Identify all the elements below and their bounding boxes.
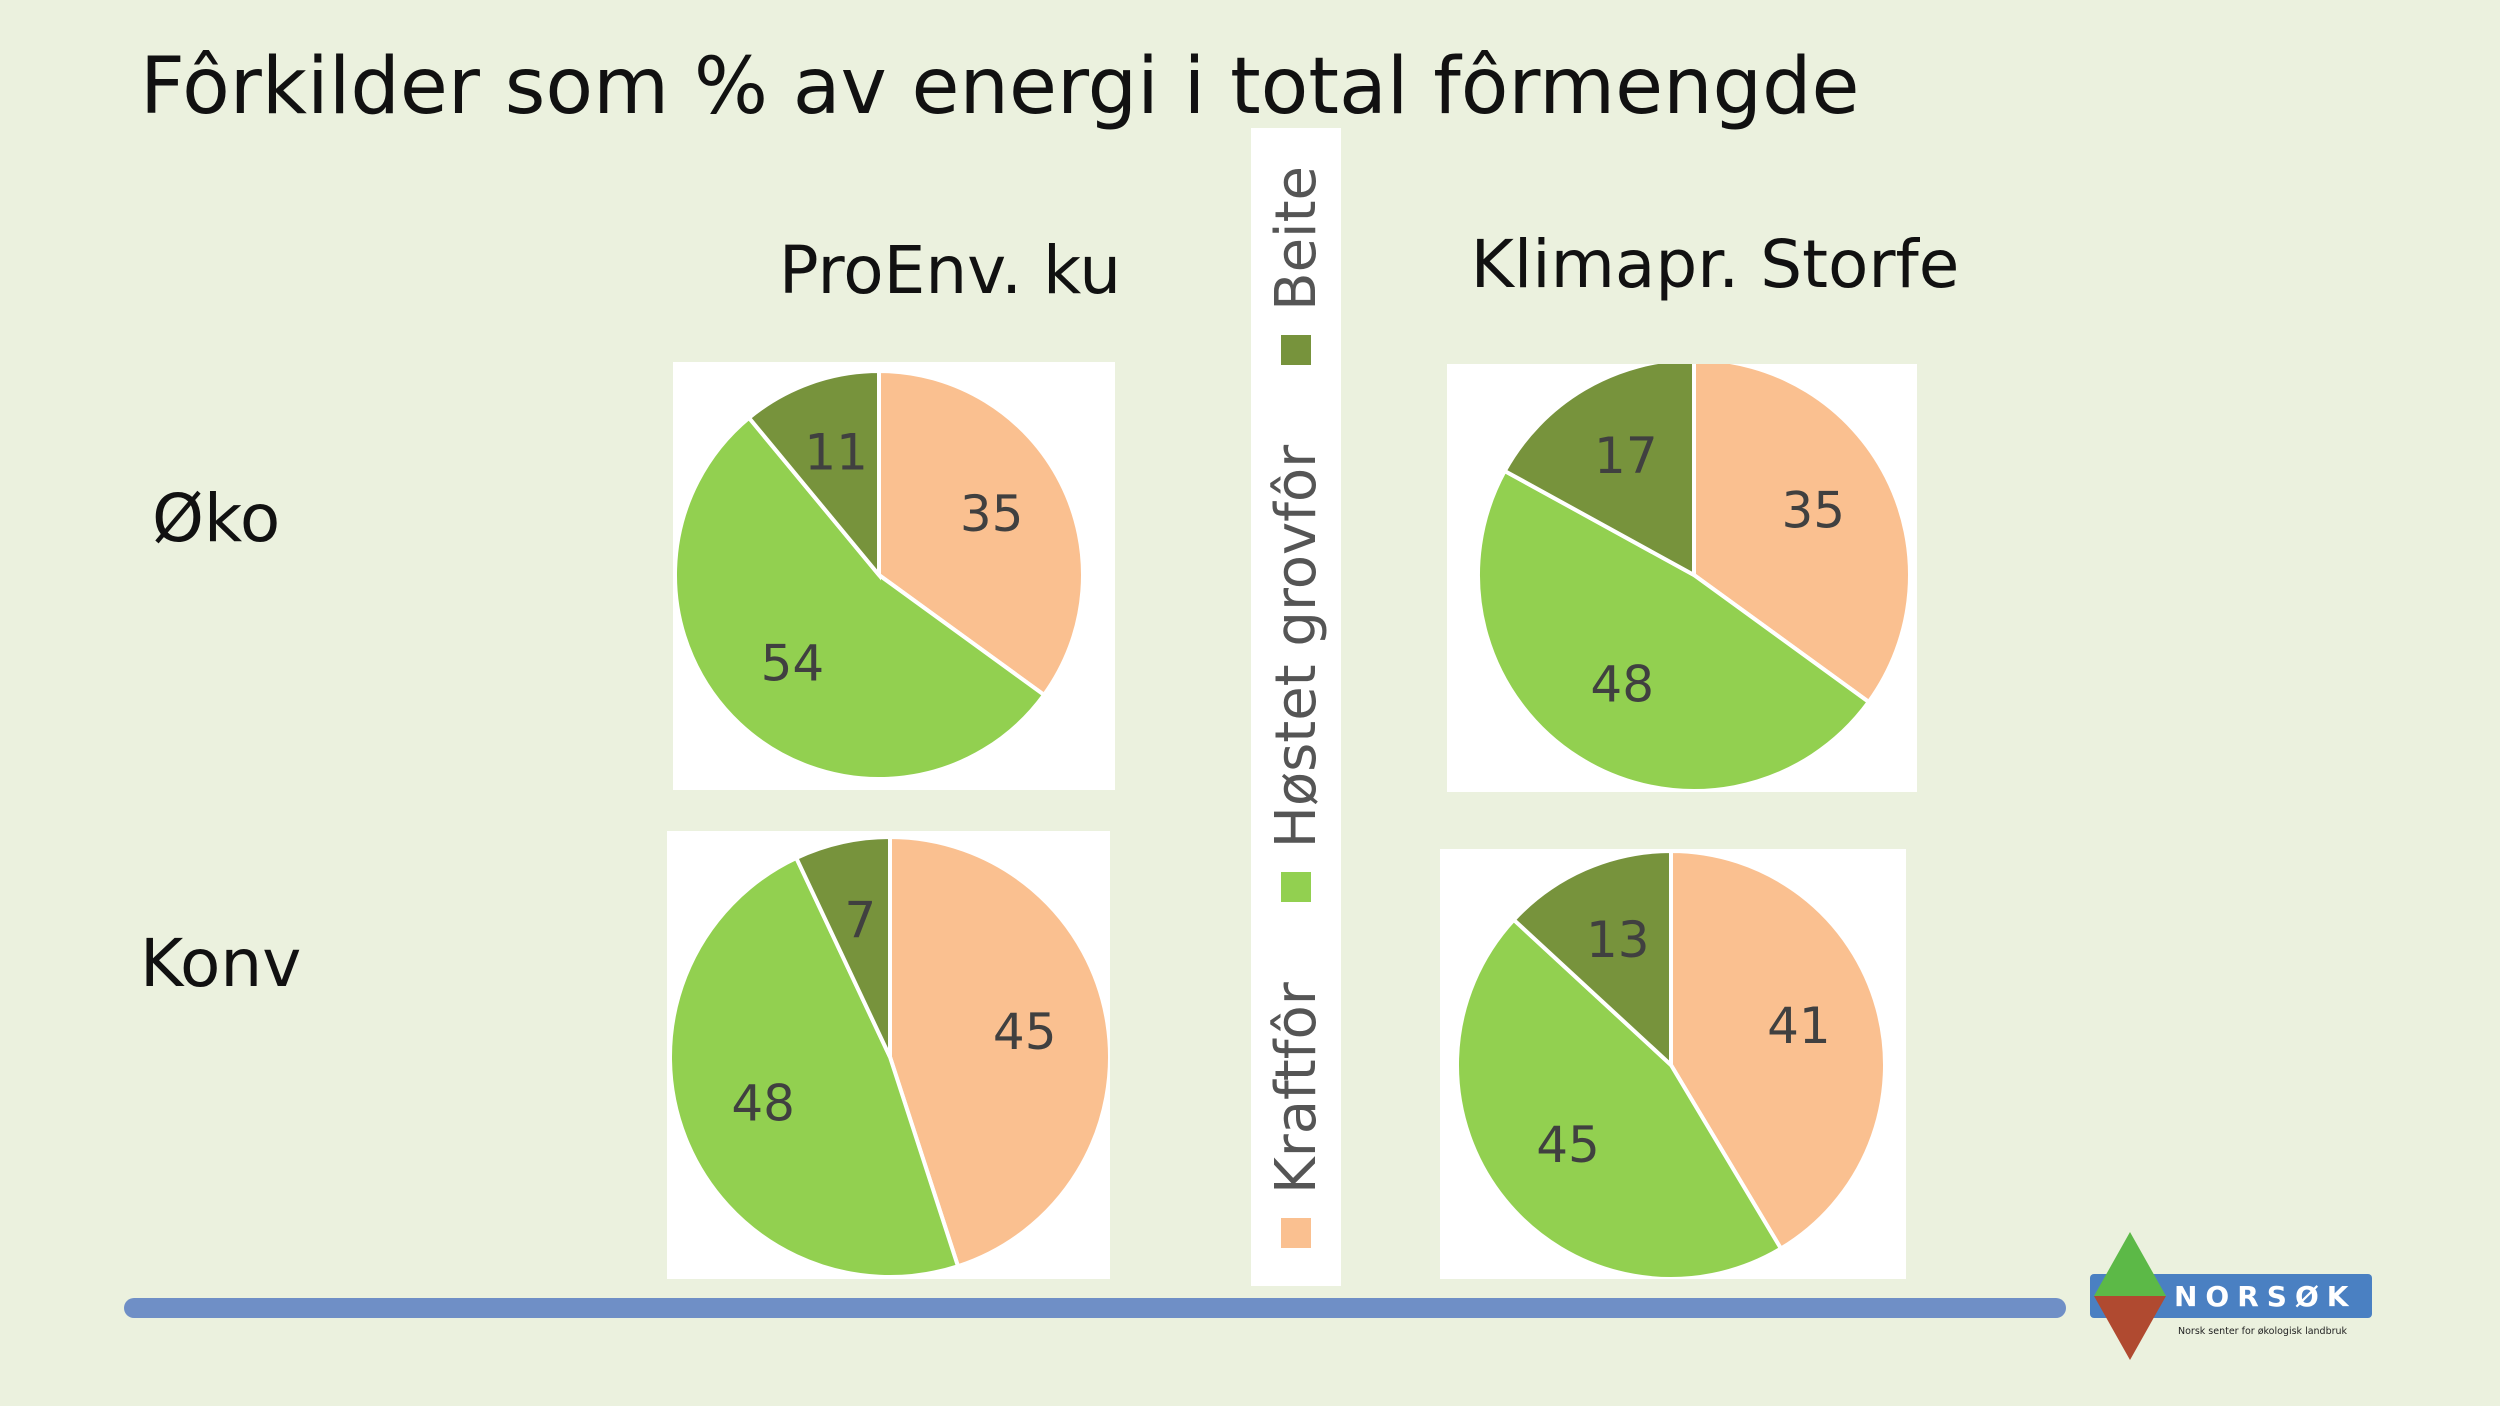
pie-slice: [793, 834, 892, 1058]
pie-svg: 41 45 13: [1455, 849, 1887, 1279]
legend-swatch: [1281, 872, 1311, 903]
pie-svg: 45 48 7: [668, 834, 1110, 1279]
logo-wordmark: NORSØK: [2174, 1280, 2356, 1313]
pie-chart-proenv-oko: 35 54 11: [673, 362, 1115, 790]
data-label: 17: [1594, 427, 1658, 485]
legend-label: Beite: [1263, 166, 1329, 311]
chart-legend: Kraftfôr Høstet grovfôr Beite: [1251, 128, 1341, 1286]
data-label: 45: [1536, 1116, 1600, 1174]
legend-swatch: [1281, 334, 1311, 365]
row-header-konv: Konv: [140, 925, 302, 1002]
pie-svg: 35 48 17: [1475, 364, 1912, 792]
legend-label: Kraftfôr: [1263, 982, 1329, 1194]
row-header-oko: Øko: [152, 480, 281, 557]
pie-slice: [1455, 916, 1784, 1279]
pie-slice: [1692, 364, 1912, 705]
pie-slice: [888, 834, 1110, 1269]
column-header-proenv: ProEnv. ku: [778, 232, 1122, 309]
logo-tagline: Norsk senter for økologisk landbruk: [2178, 1326, 2348, 1337]
pie-slice: [1502, 364, 1696, 579]
pie-slice: [1475, 468, 1872, 792]
footer-bar: [124, 1298, 2066, 1318]
legend-item-hostet-grovfor: Høstet grovfôr: [1263, 444, 1329, 903]
legend-label: Høstet grovfôr: [1263, 444, 1329, 849]
data-label: 41: [1767, 997, 1831, 1055]
legend-swatch: [1281, 1218, 1311, 1248]
pie-chart-klimapr-oko: 35 48 17: [1447, 364, 1917, 792]
data-label: 13: [1586, 911, 1650, 969]
pie-slice: [673, 414, 1047, 781]
pie-slice: [746, 368, 881, 581]
data-label: 7: [844, 891, 876, 949]
data-label: 48: [1590, 656, 1654, 714]
data-label: 11: [804, 423, 868, 481]
data-label: 35: [1782, 482, 1846, 540]
data-label: 54: [761, 635, 825, 693]
logo-green-triangle-icon: [2094, 1232, 2166, 1296]
pie-chart-proenv-konv: 45 48 7: [667, 831, 1110, 1279]
pie-svg: 35 54 11: [673, 368, 1085, 781]
logo-red-triangle-icon: [2094, 1296, 2166, 1360]
legend-item-beite: Beite: [1264, 166, 1329, 365]
pie-slice: [1669, 849, 1887, 1252]
pie-chart-klimapr-konv: 41 45 13: [1440, 849, 1906, 1279]
pie-slice: [877, 368, 1085, 698]
data-label: 48: [731, 1075, 795, 1133]
pie-slice: [1510, 849, 1673, 1070]
page-title: Fôrkilder som % av energi i total fôrmen…: [140, 42, 1860, 132]
data-label: 45: [993, 1003, 1057, 1061]
legend-item-kraftfor: Kraftfôr: [1264, 982, 1329, 1248]
pie-slice: [668, 855, 961, 1279]
logo-band: [2090, 1274, 2372, 1318]
column-header-klimapr: Klimapr. Storfe: [1470, 226, 1960, 303]
norsok-logo: NORSØK Norsk senter for økologisk landbr…: [2086, 1232, 2376, 1360]
data-label: 35: [960, 485, 1024, 543]
